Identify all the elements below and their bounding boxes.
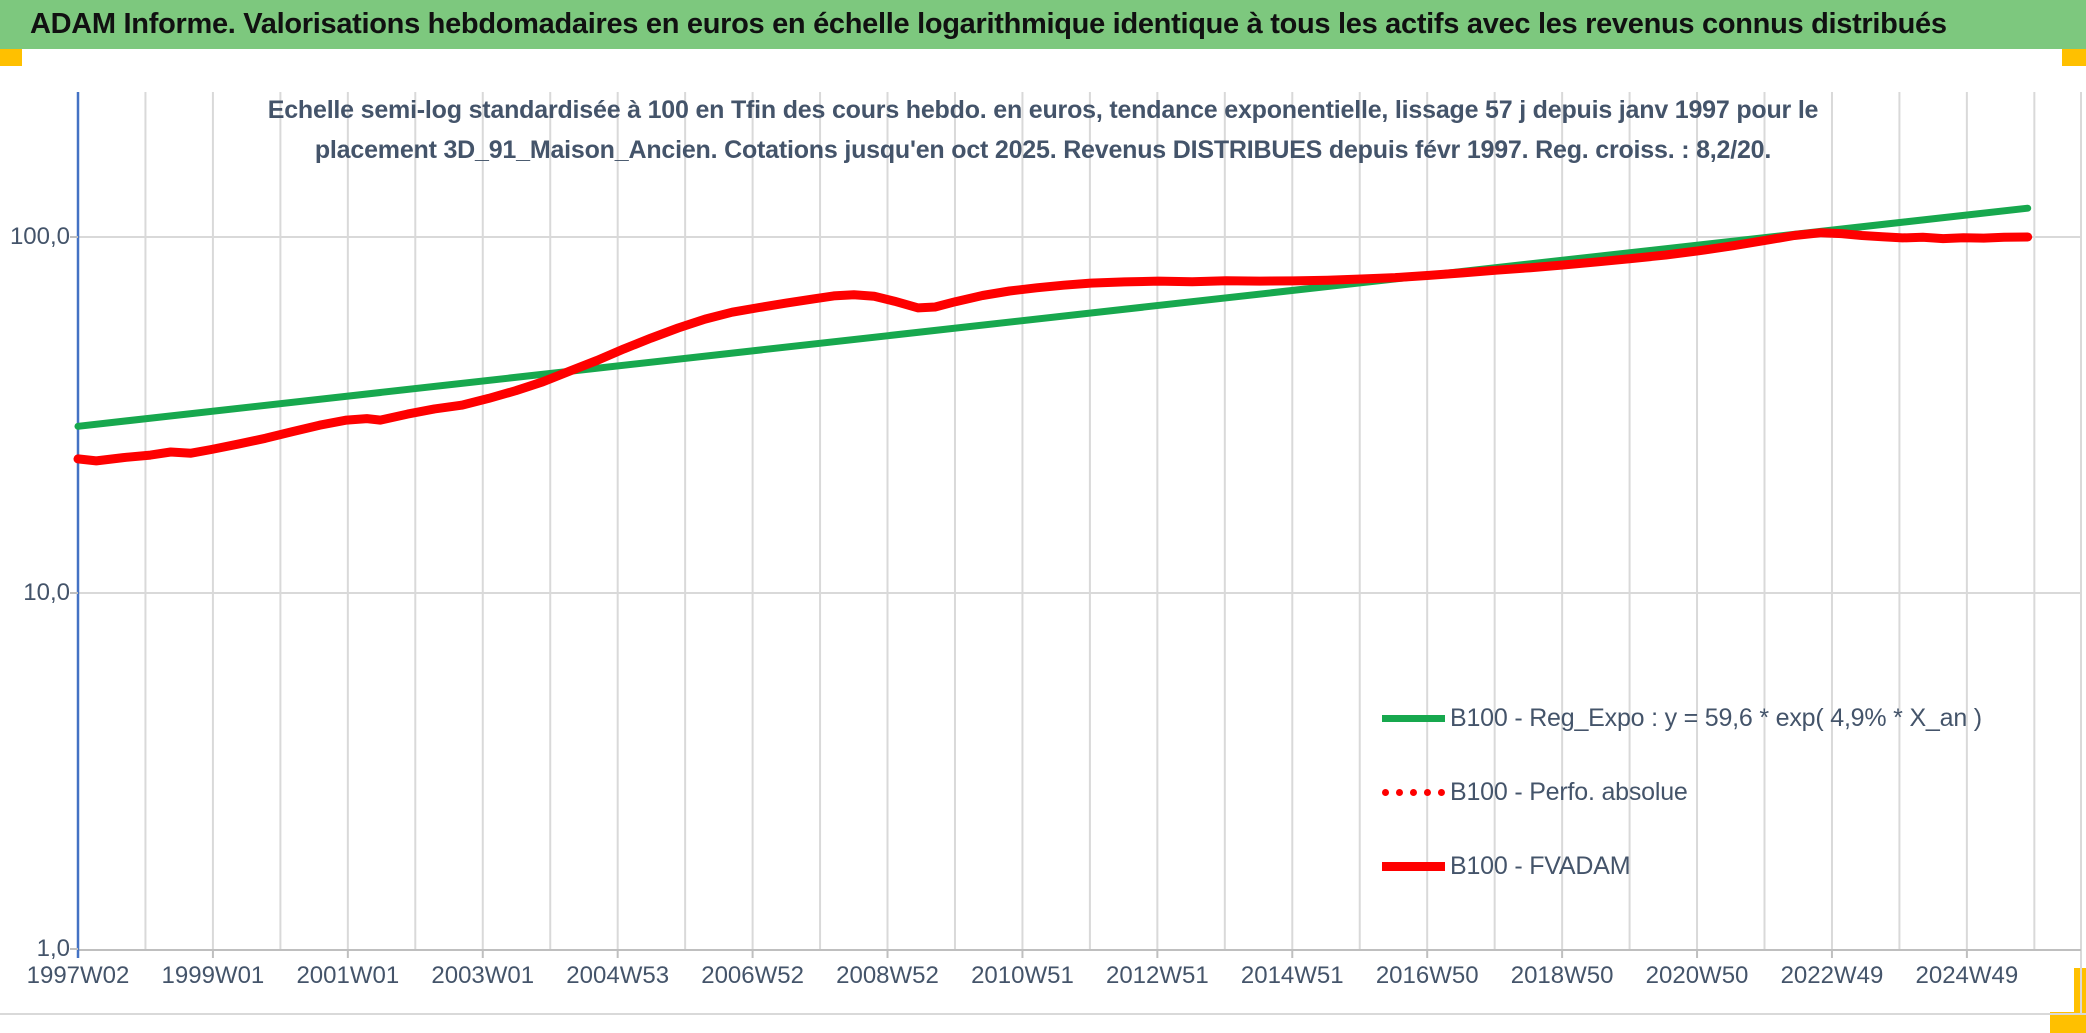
header-bar: ADAM Informe. Valorisations hebdomadaire… <box>0 0 2086 49</box>
x-axis-tick-label: 2014W51 <box>1240 962 1344 989</box>
regression-line <box>74 204 2032 430</box>
corner-accent-bottom-right-block <box>2050 1012 2086 1033</box>
legend: B100 - Reg_Expo : y = 59,6 * exp( 4,9% *… <box>1382 681 2042 903</box>
legend-item: B100 - Perfo. absolue <box>1382 755 2042 829</box>
legend-label: B100 - Reg_Expo : y = 59,6 * exp( 4,9% *… <box>1450 703 1982 732</box>
x-axis-tick-label: 2020W50 <box>1645 962 1749 989</box>
header-title: ADAM Informe. Valorisations hebdomadaire… <box>30 8 1947 40</box>
x-axis-tick-label: 2018W50 <box>1510 962 1614 989</box>
x-axis-tick-label: 2016W50 <box>1375 962 1479 989</box>
chart-title-line-2: placement 3D_91_Maison_Ancien. Cotations… <box>314 136 1772 164</box>
x-axis-tick-label: 2003W01 <box>431 962 535 989</box>
chart-title-line-1: Echelle semi-log standardisée à 100 en T… <box>267 96 1819 124</box>
corner-accent-top-right <box>2062 49 2086 66</box>
x-axis-tick-label: 2004W53 <box>566 962 670 989</box>
x-axis-tick-label: 1999W01 <box>161 962 265 989</box>
corner-accent-top-left <box>0 49 22 66</box>
legend-item: B100 - FVADAM <box>1382 829 2042 903</box>
legend-line-swatch <box>1382 714 1445 722</box>
legend-label: B100 - Perfo. absolue <box>1450 777 1688 806</box>
y-axis-tick-label: 100,0 <box>9 223 70 250</box>
x-axis-tick-label: 2024W49 <box>1915 962 2019 989</box>
x-axis-tick-label: 2010W51 <box>971 962 1074 989</box>
legend-label: B100 - FVADAM <box>1450 851 1631 880</box>
y-axis-tick-label: 1,0 <box>36 935 70 962</box>
legend-line-swatch <box>1382 788 1445 796</box>
legend-item: B100 - Reg_Expo : y = 59,6 * exp( 4,9% *… <box>1382 681 2042 755</box>
x-axis-tick-label: 2006W52 <box>701 962 804 989</box>
perfo-absolue-line <box>75 229 2031 464</box>
x-axis-tick-label: 2001W01 <box>296 962 400 989</box>
chart-title: Echelle semi-log standardisée à 100 en T… <box>83 90 2003 170</box>
fvadam-line <box>73 228 2033 466</box>
x-axis-tick-label: 2022W49 <box>1780 962 1884 989</box>
x-axis-tick-label: 2008W52 <box>836 962 939 989</box>
x-axis-tick-label: 1997W02 <box>26 962 130 989</box>
legend-line-swatch <box>1382 861 1445 871</box>
x-axis-tick-label: 2012W51 <box>1105 962 1209 989</box>
y-axis-tick-label: 10,0 <box>23 579 70 606</box>
chart-bottom-border <box>0 1013 2086 1015</box>
